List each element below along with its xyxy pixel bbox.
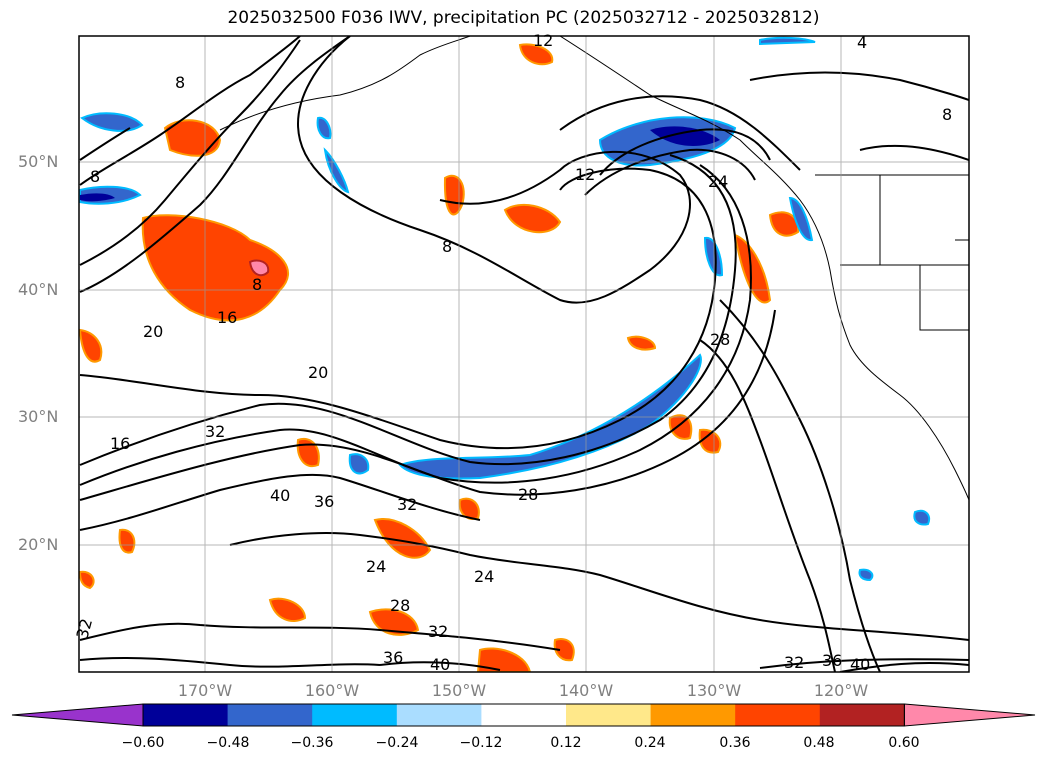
contour-label: 8 bbox=[252, 275, 262, 294]
iwv-contours bbox=[79, 36, 969, 672]
colorbar-segment bbox=[650, 704, 736, 726]
colorbar-tick: −0.60 bbox=[121, 735, 165, 751]
colorbar-outline bbox=[142, 703, 905, 727]
contour-label: 28 bbox=[518, 485, 538, 504]
colorbar-segment bbox=[143, 704, 229, 726]
colorbar-tick: −0.12 bbox=[459, 735, 503, 751]
colorbar-extend-left bbox=[11, 703, 144, 727]
contour-label: 16 bbox=[110, 434, 130, 453]
contour-label: 36 bbox=[822, 651, 842, 670]
colorbar-segment bbox=[312, 704, 398, 726]
colorbar-tick: 0.36 bbox=[719, 735, 751, 751]
contour-label: 24 bbox=[366, 557, 386, 576]
lon-label: 160°W bbox=[304, 681, 360, 700]
lat-label: 20°N bbox=[18, 535, 59, 554]
lon-label: 140°W bbox=[558, 681, 614, 700]
colorbar-tick: 0.60 bbox=[888, 735, 920, 751]
colorbar-tick: 0.24 bbox=[634, 735, 666, 751]
contour-label: 32 bbox=[428, 622, 448, 641]
contour-label: 28 bbox=[390, 596, 410, 615]
contour-label: 4 bbox=[857, 33, 867, 52]
contour-label: 20 bbox=[308, 363, 328, 382]
contour-label: 32 bbox=[73, 616, 97, 641]
colorbar-extend-right bbox=[903, 703, 1036, 727]
contour-label: 16 bbox=[217, 308, 237, 327]
colorbar-segment bbox=[735, 704, 821, 726]
contour-label: 8 bbox=[942, 105, 952, 124]
colorbar-tick: 0.48 bbox=[803, 735, 835, 751]
colorbar-segment bbox=[566, 704, 652, 726]
contour-label: 36 bbox=[314, 492, 334, 511]
contour-label: 32 bbox=[397, 495, 417, 514]
contour-labels: 12 4 8 8 8 12 24 8 16 20 20 28 16 32 40 … bbox=[73, 31, 953, 674]
contour-label: 40 bbox=[850, 655, 870, 674]
contour-label: 32 bbox=[205, 422, 225, 441]
colorbar-segment bbox=[819, 704, 905, 726]
contour-label: 20 bbox=[143, 322, 163, 341]
contour-label: 40 bbox=[270, 486, 290, 505]
colorbar bbox=[11, 703, 1036, 727]
contour-label: 8 bbox=[175, 73, 185, 92]
precip-positive-blobs bbox=[79, 43, 800, 672]
lat-label: 30°N bbox=[18, 407, 59, 426]
colorbar-tick: −0.36 bbox=[290, 735, 334, 751]
colorbar-segment bbox=[227, 704, 313, 726]
map-frame bbox=[78, 35, 970, 673]
lat-label: 50°N bbox=[18, 152, 59, 171]
colorbar-segment bbox=[481, 704, 567, 726]
contour-label: 8 bbox=[90, 167, 100, 186]
colorbar-tick: 0.12 bbox=[550, 735, 582, 751]
contour-label: 8 bbox=[442, 237, 452, 256]
contour-label: 24 bbox=[708, 172, 728, 191]
colorbar-tick: −0.48 bbox=[206, 735, 250, 751]
map-title: 2025032500 F036 IWV, precipitation PC (2… bbox=[227, 8, 820, 28]
contour-label: 12 bbox=[533, 31, 553, 50]
contour-label: 40 bbox=[430, 655, 450, 674]
lon-label: 170°W bbox=[177, 681, 233, 700]
contour-label: 28 bbox=[710, 330, 730, 349]
contour-label: 36 bbox=[383, 648, 403, 667]
colorbar-segment bbox=[396, 704, 482, 726]
contour-label: 12 bbox=[575, 165, 595, 184]
lon-label: 120°W bbox=[813, 681, 869, 700]
lon-label: 150°W bbox=[431, 681, 487, 700]
colorbar-tick: −0.24 bbox=[375, 735, 419, 751]
grid-lines bbox=[79, 36, 969, 672]
contour-label: 24 bbox=[474, 567, 494, 586]
lat-label: 40°N bbox=[18, 280, 59, 299]
lon-label: 130°W bbox=[686, 681, 742, 700]
contour-label: 32 bbox=[784, 653, 804, 672]
